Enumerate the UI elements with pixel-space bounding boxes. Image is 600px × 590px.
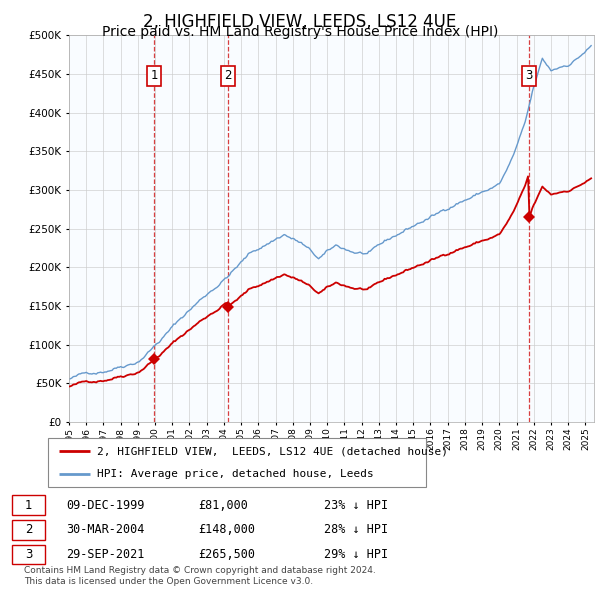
Text: 2: 2 (25, 523, 32, 536)
Bar (69, 35, 154, 422)
Text: 2, HIGHFIELD VIEW,  LEEDS, LS12 4UE (detached house): 2, HIGHFIELD VIEW, LEEDS, LS12 4UE (deta… (97, 447, 448, 457)
Text: 1: 1 (25, 499, 32, 512)
Text: This data is licensed under the Open Government Licence v3.0.: This data is licensed under the Open Gov… (24, 577, 313, 586)
Text: £265,500: £265,500 (198, 548, 255, 561)
Text: £81,000: £81,000 (198, 499, 248, 512)
Text: 29% ↓ HPI: 29% ↓ HPI (324, 548, 388, 561)
Text: 1: 1 (150, 70, 158, 83)
Text: 09-DEC-1999: 09-DEC-1999 (66, 499, 145, 512)
FancyBboxPatch shape (48, 438, 426, 487)
Text: 28% ↓ HPI: 28% ↓ HPI (324, 523, 388, 536)
Text: 29-SEP-2021: 29-SEP-2021 (66, 548, 145, 561)
Text: Price paid vs. HM Land Registry's House Price Index (HPI): Price paid vs. HM Land Registry's House … (102, 25, 498, 40)
Bar (154, 35, 228, 422)
Text: HPI: Average price, detached house, Leeds: HPI: Average price, detached house, Leed… (97, 468, 374, 478)
Text: 2: 2 (224, 70, 232, 83)
Text: 3: 3 (25, 548, 32, 561)
Text: Contains HM Land Registry data © Crown copyright and database right 2024.: Contains HM Land Registry data © Crown c… (24, 566, 376, 575)
Text: £148,000: £148,000 (198, 523, 255, 536)
Text: 30-MAR-2004: 30-MAR-2004 (66, 523, 145, 536)
Text: 23% ↓ HPI: 23% ↓ HPI (324, 499, 388, 512)
Bar (529, 35, 594, 422)
Text: 3: 3 (526, 70, 533, 83)
Text: 2, HIGHFIELD VIEW, LEEDS, LS12 4UE: 2, HIGHFIELD VIEW, LEEDS, LS12 4UE (143, 13, 457, 31)
Bar (228, 35, 529, 422)
